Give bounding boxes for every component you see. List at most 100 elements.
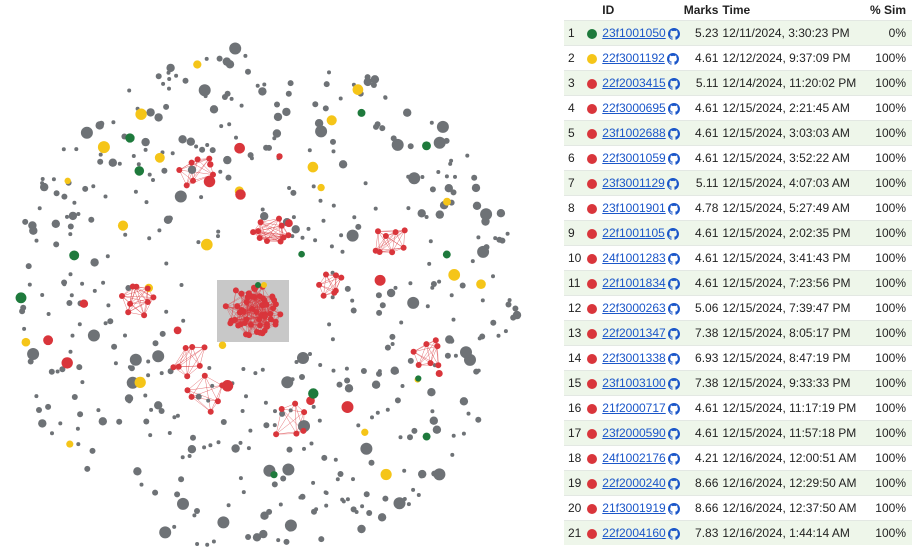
graph-node[interactable] — [144, 285, 151, 292]
graph-node[interactable] — [263, 422, 270, 429]
graph-node[interactable] — [227, 320, 234, 327]
submission-id-link[interactable]: 23f1003100 — [602, 376, 666, 390]
graph-node[interactable] — [74, 147, 79, 152]
graph-node[interactable] — [285, 232, 292, 239]
graph-node[interactable] — [167, 431, 172, 435]
graph-node[interactable] — [38, 419, 47, 428]
graph-node[interactable] — [161, 81, 166, 86]
graph-node[interactable] — [266, 508, 273, 515]
graph-node[interactable] — [29, 226, 38, 235]
graph-node[interactable] — [134, 376, 146, 389]
graph-node[interactable] — [174, 73, 179, 78]
github-icon[interactable] — [667, 252, 680, 265]
graph-node[interactable] — [448, 269, 461, 281]
graph-node[interactable] — [352, 84, 364, 95]
graph-node[interactable] — [186, 137, 195, 146]
graph-node[interactable] — [382, 233, 389, 239]
graph-node[interactable] — [80, 380, 85, 385]
graph-node[interactable] — [442, 250, 451, 259]
graph-node[interactable] — [195, 393, 202, 400]
graph-node[interactable] — [327, 70, 331, 75]
graph-node[interactable] — [256, 293, 263, 300]
graph-node[interactable] — [131, 154, 136, 158]
graph-node[interactable] — [407, 357, 414, 364]
graph-node[interactable] — [327, 322, 332, 327]
graph-node[interactable] — [127, 88, 132, 93]
graph-node[interactable] — [141, 312, 148, 319]
graph-node[interactable] — [287, 186, 292, 190]
graph-node[interactable] — [326, 115, 337, 126]
graph-node[interactable] — [40, 293, 45, 297]
graph-node[interactable] — [188, 393, 195, 400]
graph-node[interactable] — [147, 236, 152, 241]
graph-node[interactable] — [312, 101, 319, 108]
graph-node[interactable] — [279, 410, 286, 417]
github-icon[interactable] — [666, 227, 679, 240]
graph-node[interactable] — [51, 177, 56, 182]
graph-node[interactable] — [476, 368, 481, 373]
github-icon[interactable] — [667, 477, 680, 490]
graph-node[interactable] — [249, 305, 256, 312]
github-icon[interactable] — [667, 152, 680, 165]
graph-node[interactable] — [239, 103, 244, 108]
graph-node[interactable] — [210, 171, 216, 178]
graph-node[interactable] — [257, 322, 263, 329]
graph-node[interactable] — [98, 152, 103, 157]
graph-node[interactable] — [429, 416, 438, 425]
github-icon[interactable] — [667, 452, 680, 465]
graph-node[interactable] — [188, 159, 195, 166]
graph-node[interactable] — [278, 502, 283, 507]
graph-node[interactable] — [317, 183, 325, 192]
graph-node[interactable] — [338, 160, 348, 169]
graph-node[interactable] — [264, 238, 270, 244]
graph-node[interactable] — [302, 446, 306, 451]
graph-node[interactable] — [416, 493, 421, 497]
graph-node[interactable] — [76, 212, 81, 216]
graph-node[interactable] — [76, 442, 81, 447]
graph-node[interactable] — [308, 388, 319, 399]
graph-node[interactable] — [291, 215, 296, 220]
graph-node[interactable] — [476, 279, 486, 290]
graph-node[interactable] — [176, 167, 183, 173]
graph-node[interactable] — [65, 214, 69, 219]
graph-node[interactable] — [58, 421, 63, 426]
graph-node[interactable] — [45, 403, 52, 410]
graph-node[interactable] — [166, 63, 175, 73]
graph-node[interactable] — [422, 432, 431, 441]
graph-node[interactable] — [318, 363, 323, 367]
submission-id-link[interactable]: 22f3000695 — [602, 101, 666, 115]
graph-node[interactable] — [427, 360, 434, 367]
graph-node[interactable] — [88, 216, 95, 223]
graph-node[interactable] — [507, 298, 512, 303]
graph-node[interactable] — [272, 423, 277, 428]
graph-node[interactable] — [480, 208, 493, 221]
graph-node[interactable] — [198, 84, 211, 97]
graph-node[interactable] — [187, 445, 197, 454]
graph-node[interactable] — [253, 371, 258, 376]
graph-node[interactable] — [338, 274, 345, 281]
graph-node[interactable] — [351, 477, 355, 482]
graph-node[interactable] — [182, 345, 189, 351]
graph-node[interactable] — [234, 142, 245, 154]
graph-node[interactable] — [350, 298, 355, 303]
graph-node[interactable] — [318, 536, 325, 543]
graph-node[interactable] — [290, 189, 297, 196]
graph-node[interactable] — [352, 215, 357, 220]
graph-node[interactable] — [512, 310, 522, 320]
graph-node[interactable] — [449, 293, 454, 298]
graph-node[interactable] — [252, 533, 262, 542]
graph-node[interactable] — [425, 304, 430, 309]
graph-node[interactable] — [281, 376, 294, 389]
graph-node[interactable] — [84, 465, 91, 472]
graph-node[interactable] — [249, 156, 254, 161]
graph-node[interactable] — [69, 293, 74, 298]
github-icon[interactable] — [667, 502, 680, 515]
graph-node[interactable] — [172, 524, 177, 529]
graph-node[interactable] — [177, 497, 189, 510]
graph-node[interactable] — [272, 318, 279, 325]
graph-node[interactable] — [393, 285, 398, 290]
graph-node[interactable] — [15, 292, 27, 304]
graph-node[interactable] — [256, 235, 263, 241]
graph-node[interactable] — [309, 441, 314, 446]
graph-node[interactable] — [246, 446, 251, 451]
